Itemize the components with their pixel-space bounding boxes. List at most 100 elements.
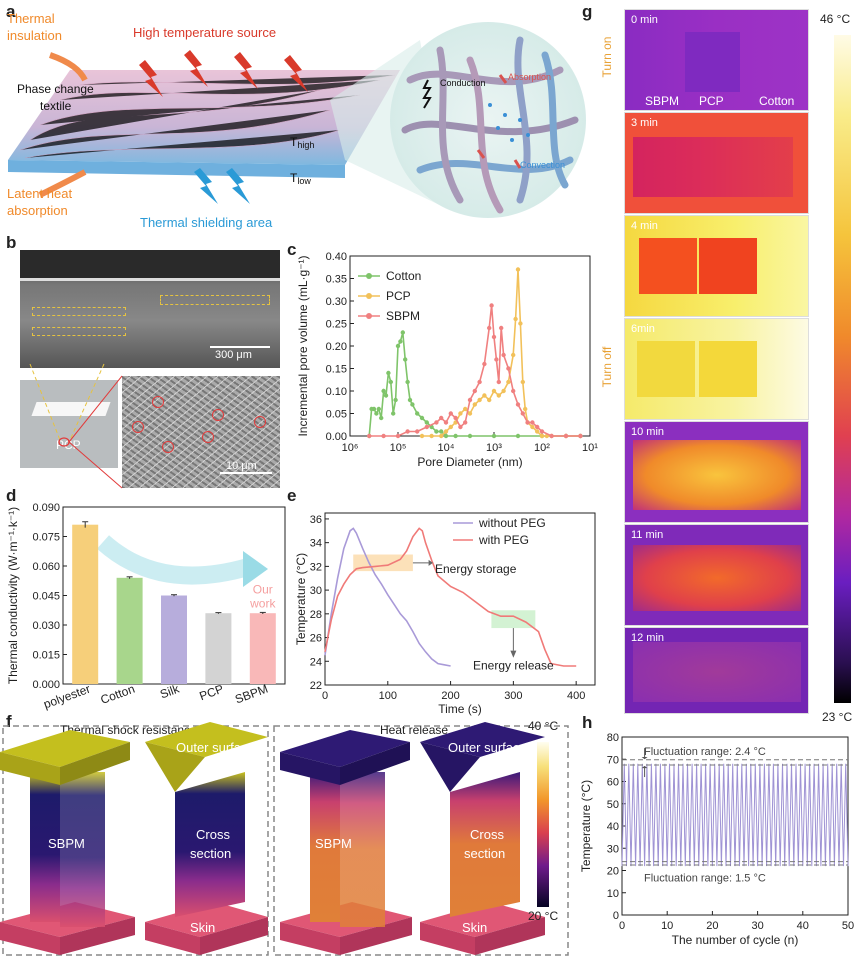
- x-tick-label: 10²: [534, 442, 550, 454]
- fluctuation-low-label: Fluctuation range: 1.5 °C: [644, 873, 766, 885]
- data-point: [386, 370, 391, 376]
- shielding-arrows: [194, 168, 250, 204]
- scale-label-10: 10 μm: [226, 460, 257, 472]
- inset-conduction-label: Conduction: [440, 78, 486, 88]
- x-tick-label: 10³: [486, 442, 502, 454]
- data-point: [398, 339, 403, 344]
- thermal-frame-3: 3 min: [624, 112, 809, 214]
- pore-marker: [162, 441, 174, 453]
- data-point: [391, 411, 396, 416]
- scale-bar-10: [220, 472, 272, 474]
- data-point: [405, 379, 410, 385]
- data-point: [424, 424, 429, 430]
- turn-on-label-box: Turn on: [600, 20, 616, 100]
- bar-silk: [161, 595, 187, 684]
- cross-section-left: [175, 772, 245, 917]
- pore-marker: [202, 431, 214, 443]
- latent-arrow-icon: [38, 169, 87, 198]
- storage-arrowhead-icon: [428, 559, 433, 566]
- sem-highlight-box-2: [32, 307, 126, 316]
- sample-patch: [633, 440, 801, 510]
- data-point: [513, 316, 518, 322]
- panel-label-c: c: [287, 240, 297, 259]
- data-point: [511, 352, 516, 358]
- data-point: [539, 429, 545, 434]
- pore-marker: [152, 396, 164, 408]
- data-point: [520, 379, 525, 385]
- x-tick-label: 400: [567, 690, 585, 702]
- lightning-icon-2: [184, 50, 208, 87]
- data-point: [383, 393, 389, 398]
- latent-heat-line1: Latent heat: [7, 186, 72, 201]
- frame-time-3: 3 min: [631, 117, 658, 129]
- series-line-cotton: [368, 332, 581, 437]
- left-dashed-box: [2, 725, 269, 956]
- data-point: [467, 433, 473, 439]
- series-line-0: [324, 527, 451, 667]
- panel-label-b: b: [6, 233, 17, 252]
- cross-section-right: [450, 772, 520, 917]
- data-point: [434, 429, 439, 434]
- phase-change-line2: textile: [40, 99, 72, 113]
- frame-time-12: 12 min: [631, 632, 665, 644]
- category-label: SBPM: [233, 682, 270, 707]
- data-point: [523, 406, 528, 412]
- data-point: [499, 325, 504, 331]
- y-tick-label: 0.10: [326, 386, 347, 398]
- lightning-icon-4: [284, 55, 308, 92]
- energy-storage-highlight: [353, 554, 413, 572]
- sbpm-label-right: SBPM: [315, 836, 352, 851]
- frame-time-11: 11 min: [631, 529, 664, 541]
- sample-patch: [633, 642, 801, 702]
- panel-f-cbar-max: 40 °C: [528, 719, 558, 733]
- data-point: [439, 429, 444, 434]
- inset-absorption-label: Absorption: [508, 72, 551, 82]
- trend-arrow-icon: [96, 535, 251, 585]
- y-tick-label: 36: [310, 514, 322, 526]
- data-point: [491, 334, 497, 340]
- x-tick-label: 10⁶: [342, 442, 359, 454]
- data-point: [415, 411, 420, 416]
- data-point: [482, 361, 487, 367]
- data-point: [487, 397, 492, 403]
- legend-label: SBPM: [386, 309, 420, 323]
- inset-convection-label: Convection: [520, 160, 565, 170]
- plot-frame: [324, 512, 596, 686]
- data-point: [472, 402, 477, 407]
- panel-label-d: d: [6, 486, 17, 505]
- data-point: [453, 433, 458, 439]
- data-point: [477, 379, 482, 385]
- fluctuation-high-label: Fluctuation range: 2.4 °C: [644, 746, 766, 758]
- thermal-shielding-label: Thermal shielding area: [140, 215, 273, 230]
- sbpm-label-left: SBPM: [48, 836, 85, 851]
- t-low-label: Tlow: [290, 171, 311, 186]
- y-tick-label: 30: [607, 843, 619, 855]
- x-tick-label: 10⁵: [390, 442, 407, 454]
- x-tick-label: 10⁴: [438, 442, 455, 454]
- panel-label-f: f: [6, 712, 12, 731]
- y-tick-label: 30: [310, 585, 322, 597]
- bar-sbpm: [249, 613, 276, 684]
- pore-marker: [254, 416, 266, 428]
- legend-marker: [366, 313, 372, 319]
- heat-release-title: Heat release: [380, 723, 448, 737]
- thermal-frame-11: 11 min: [624, 524, 809, 626]
- data-point: [463, 406, 468, 412]
- y-tick-label: 0: [613, 910, 619, 922]
- data-point: [496, 379, 501, 385]
- outer-surface-right: [420, 722, 545, 757]
- data-point: [535, 429, 540, 434]
- sample-patch: [639, 238, 697, 294]
- panel-a-illustration: Conduction Absorption Convection Thermal…: [7, 11, 586, 230]
- data-point: [376, 406, 381, 412]
- panel-f-colorbar: [537, 742, 549, 907]
- data-point: [458, 411, 463, 416]
- sem-background: [20, 250, 280, 278]
- sample-label-pcp: PCP: [699, 94, 724, 108]
- y-tick-label: 0.090: [32, 502, 60, 514]
- pore-size-chart: 0.00 0.05 0.10 0.15 0.20 0.25 0.30 0.35 0.40 10⁶ 1…: [296, 251, 598, 469]
- outer-surface-label-right: Outer surface: [448, 740, 527, 755]
- data-point: [443, 420, 449, 425]
- cross-section-left-line1: Cross: [196, 827, 230, 842]
- data-point: [453, 415, 458, 421]
